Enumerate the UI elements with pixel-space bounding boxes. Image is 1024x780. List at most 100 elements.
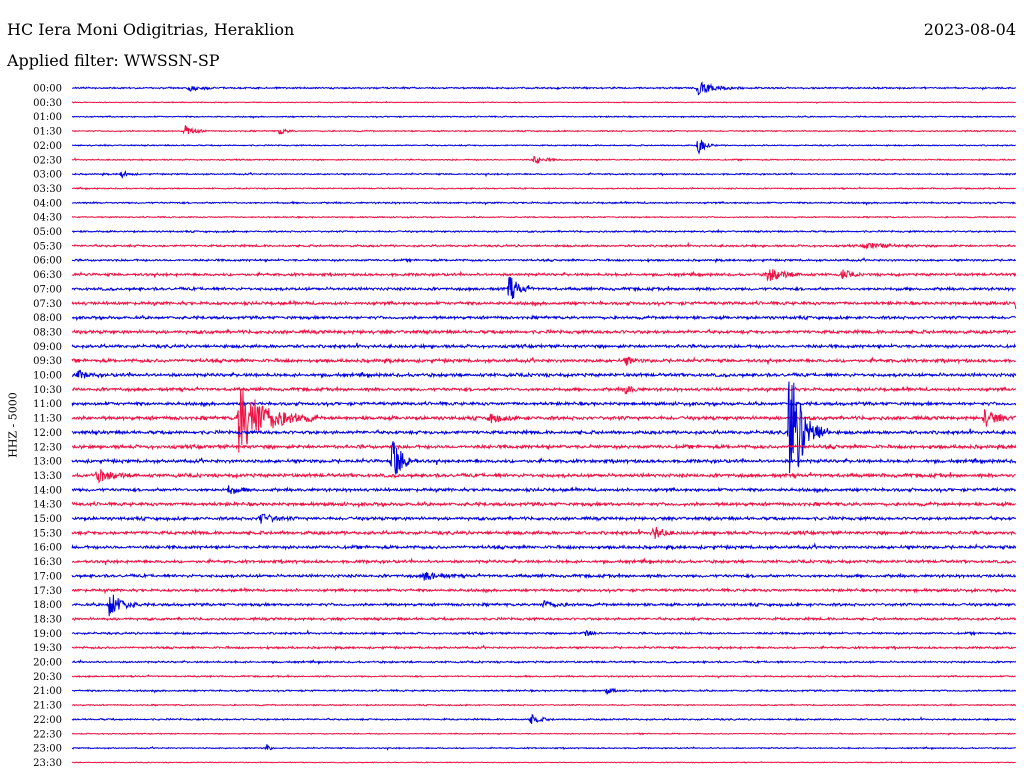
row-time-label: 20:00 [33,658,62,669]
row-time-label: 06:30 [33,270,62,281]
seismic-trace-row [71,115,1016,119]
row-time-label: 00:30 [33,98,62,109]
seismic-trace-row [72,385,1017,395]
seismic-trace-row [71,594,1016,617]
seismic-trace-row [71,389,1017,453]
seismic-trace-row [71,615,1017,622]
row-time-label: 05:00 [33,227,62,238]
seismic-trace-row [71,276,1017,300]
seismic-trace-row [72,186,1017,191]
row-time-label: 10:00 [33,371,62,382]
row-time-label: 16:00 [33,543,62,554]
row-time-label: 01:30 [33,127,62,138]
seismic-trace-row [71,299,1017,310]
row-time-label: 20:30 [33,672,62,683]
row-time-label: 11:00 [33,399,62,410]
row-time-label: 22:30 [33,729,62,740]
seismic-trace-row [71,170,1017,179]
seismic-trace-row [71,526,1016,539]
row-time-label: 02:30 [33,155,62,166]
seismic-trace-row [71,443,1017,451]
seismic-trace-row [71,760,1016,764]
date-label: 2023-08-04 [923,20,1016,39]
row-time-label: 08:00 [33,313,62,324]
row-time-label: 08:30 [33,327,62,338]
row-time-label: 16:30 [33,557,62,568]
seismic-trace-row [71,139,1016,155]
seismic-trace-row [71,369,1017,379]
seismic-trace-row [71,155,1016,165]
row-time-label: 19:30 [33,643,62,654]
seismic-trace-row [71,215,1017,219]
seismic-trace-row [71,586,1017,595]
seismic-trace-row [71,228,1017,234]
seismic-trace-row [71,400,1017,408]
row-time-label: 11:30 [33,414,62,425]
row-time-label: 00:00 [33,84,62,95]
filter-label: Applied filter: WWSSN-SP [7,51,220,70]
row-time-label: 14:30 [33,500,62,511]
seismic-trace-row [71,513,1017,524]
row-time-label: 09:30 [33,356,62,367]
seismic-trace-row [71,659,1017,666]
row-time-label: 18:30 [33,614,62,625]
seismic-trace-row [71,687,1017,696]
row-time-label: 23:30 [33,758,62,769]
seismic-trace-row [72,702,1017,707]
seismic-trace-row [71,314,1017,322]
seismic-trace-row [71,557,1017,566]
row-time-label: 12:30 [33,442,62,453]
seismic-trace-row [71,732,1016,736]
row-time-label: 07:30 [33,299,62,310]
row-time-label: 03:30 [33,184,62,195]
seismic-trace-row [71,355,1017,366]
seismic-trace-row [71,500,1016,509]
seismic-trace-row [71,571,1017,581]
row-time-label: 13:00 [33,457,62,468]
row-time-label: 13:30 [33,471,62,482]
seismic-trace-row [72,241,1017,250]
row-time-label: 04:00 [33,198,62,209]
seismic-trace-row [71,81,1017,96]
seismic-trace-row [71,342,1017,350]
seismic-trace-row [71,100,1016,104]
row-time-label: 18:00 [33,600,62,611]
row-time-label: 01:00 [33,112,62,123]
seismic-trace-row [71,644,1017,652]
row-time-label: 17:00 [33,571,62,582]
row-time-label: 06:00 [33,256,62,267]
seismic-trace-row [71,629,1017,637]
row-time-label: 17:30 [33,586,62,597]
row-time-label: 07:00 [33,284,62,295]
row-time-label: 12:00 [33,428,62,439]
seismic-trace-row [72,125,1017,135]
seismic-trace-row [71,469,1016,484]
row-time-label: 10:30 [33,385,62,396]
station-title: HC Iera Moni Odigitrias, Heraklion [7,20,295,39]
seismic-trace-row [72,269,1017,282]
row-time-label: 21:30 [33,701,62,712]
seismic-trace-row [71,744,1016,751]
row-time-label: 15:00 [33,514,62,525]
seismic-trace-row [71,673,1016,679]
row-time-label: 04:30 [33,213,62,224]
seismic-trace-row [71,713,1017,725]
row-time-label: 03:00 [33,170,62,181]
seismic-trace-row [71,441,1017,475]
seismic-trace-row [71,328,1016,336]
row-time-label: 19:00 [33,629,62,640]
row-time-label: 14:00 [33,485,62,496]
row-time-label: 23:00 [33,744,62,755]
seismic-trace-row [71,381,1017,474]
row-time-label: 09:00 [33,342,62,353]
row-time-label: 15:30 [33,528,62,539]
row-time-label: 05:30 [33,241,62,252]
seismic-trace-row [71,256,1016,264]
row-time-label: 02:00 [33,141,62,152]
row-time-label: 21:00 [33,686,62,697]
seismic-trace-row [71,485,1017,495]
seismic-trace-row [71,542,1017,551]
row-time-label: 22:00 [33,715,62,726]
seismic-trace-row [71,200,1016,206]
